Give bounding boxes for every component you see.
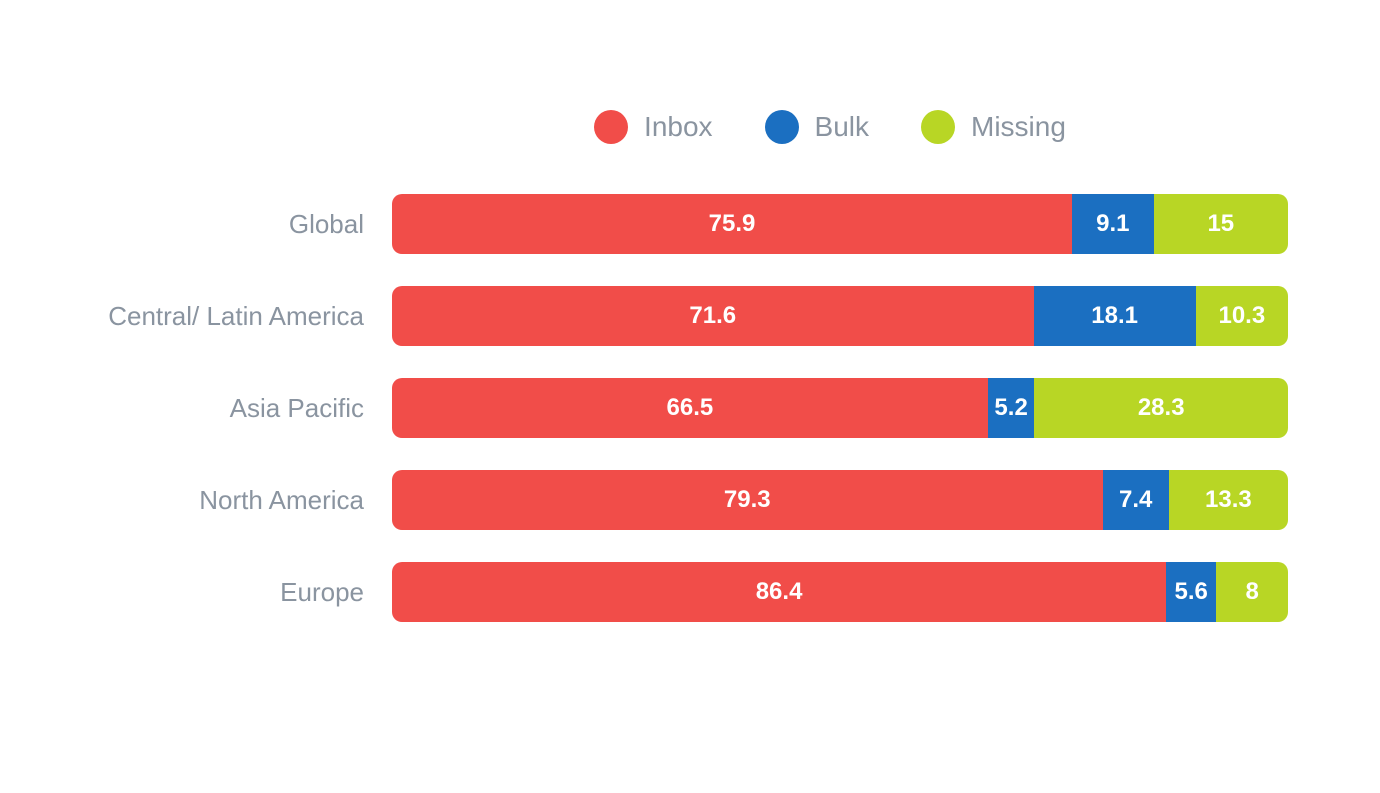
segment-inbox: 75.9 [392,194,1072,254]
legend-item-missing: Missing [921,110,1066,144]
bar: 66.5 5.2 28.3 [392,378,1288,438]
segment-missing: 28.3 [1034,378,1288,438]
bar: 71.6 18.1 10.3 [392,286,1288,346]
row-label: Global [92,209,392,240]
row-label: North America [92,485,392,516]
chart-row: Europe 86.4 5.6 8 [92,562,1288,622]
chart-row: Global 75.9 9.1 15 [92,194,1288,254]
bar: 79.3 7.4 13.3 [392,470,1288,530]
legend: Inbox Bulk Missing [92,110,1288,144]
legend-item-bulk: Bulk [765,110,869,144]
segment-inbox: 79.3 [392,470,1103,530]
legend-label-inbox: Inbox [644,111,713,143]
legend-swatch-inbox [594,110,628,144]
chart-row: Central/ Latin America 71.6 18.1 10.3 [92,286,1288,346]
bar: 75.9 9.1 15 [392,194,1288,254]
row-label: Central/ Latin America [92,301,392,332]
segment-bulk: 5.2 [988,378,1035,438]
legend-label-bulk: Bulk [815,111,869,143]
segment-bulk: 9.1 [1072,194,1154,254]
segment-bulk: 7.4 [1103,470,1169,530]
stacked-bar-chart: Inbox Bulk Missing Global 75.9 9.1 15 Ce… [92,110,1288,622]
segment-inbox: 66.5 [392,378,988,438]
segment-inbox: 86.4 [392,562,1166,622]
segment-missing: 13.3 [1169,470,1288,530]
row-label: Asia Pacific [92,393,392,424]
segment-missing: 15 [1154,194,1288,254]
segment-missing: 8 [1216,562,1288,622]
chart-row: North America 79.3 7.4 13.3 [92,470,1288,530]
legend-swatch-bulk [765,110,799,144]
chart-rows: Global 75.9 9.1 15 Central/ Latin Americ… [92,194,1288,622]
chart-row: Asia Pacific 66.5 5.2 28.3 [92,378,1288,438]
legend-swatch-missing [921,110,955,144]
segment-bulk: 5.6 [1166,562,1216,622]
segment-bulk: 18.1 [1034,286,1196,346]
legend-label-missing: Missing [971,111,1066,143]
legend-item-inbox: Inbox [594,110,713,144]
segment-missing: 10.3 [1196,286,1288,346]
row-label: Europe [92,577,392,608]
segment-inbox: 71.6 [392,286,1034,346]
bar: 86.4 5.6 8 [392,562,1288,622]
